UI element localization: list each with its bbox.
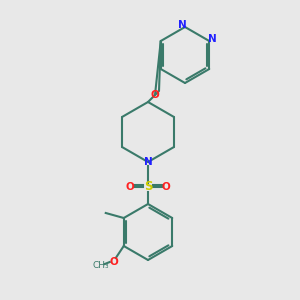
Text: N: N	[178, 20, 186, 30]
Text: CH₃: CH₃	[92, 260, 109, 269]
Text: O: O	[110, 257, 118, 267]
Text: O: O	[162, 182, 170, 192]
Text: N: N	[144, 157, 152, 167]
Text: O: O	[126, 182, 134, 192]
Text: N: N	[208, 34, 217, 44]
Text: S: S	[144, 181, 152, 194]
Text: O: O	[151, 90, 159, 100]
